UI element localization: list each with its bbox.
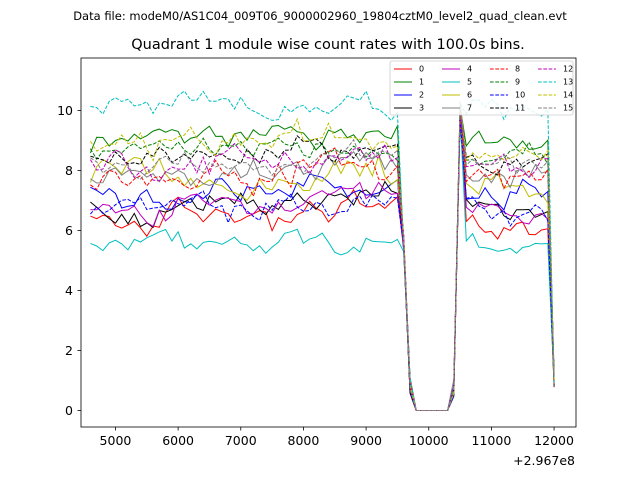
legend-label-9: 9 bbox=[515, 78, 520, 87]
y-tick-label: 2 bbox=[65, 343, 73, 358]
series-line-6 bbox=[89, 118, 555, 411]
series-line-12 bbox=[89, 111, 555, 411]
y-tick-label: 4 bbox=[65, 283, 73, 298]
series-line-11 bbox=[90, 105, 555, 411]
legend-label-8: 8 bbox=[515, 65, 520, 74]
x-tick-label: 11000 bbox=[472, 433, 512, 448]
series-line-5 bbox=[90, 114, 555, 411]
series-line-1 bbox=[89, 106, 555, 411]
legend-label-15: 15 bbox=[563, 104, 573, 113]
plot-area: 5000 6000 7000 8000 9000 10000 11000 12000 0 2 4 6 8… bbox=[57, 57, 577, 448]
x-tick-label: 9000 bbox=[350, 433, 382, 448]
x-tick-label: 10000 bbox=[409, 433, 449, 448]
legend-label-6: 6 bbox=[467, 91, 472, 100]
legend-label-14: 14 bbox=[563, 91, 573, 100]
x-tick-label: 7000 bbox=[225, 433, 257, 448]
legend-label-5: 5 bbox=[467, 78, 472, 87]
legend-label-4: 4 bbox=[467, 65, 472, 74]
series-line-2 bbox=[90, 108, 555, 411]
chart-title: Quadrant 1 module wise count rates with … bbox=[131, 37, 525, 53]
legend-label-12: 12 bbox=[563, 65, 573, 74]
legend-label-13: 13 bbox=[563, 78, 573, 87]
y-tick-label: 10 bbox=[57, 103, 73, 118]
data-file-header: Data file: modeM0/AS1C04_009T06_90000029… bbox=[73, 9, 567, 23]
axes-frame bbox=[80, 57, 577, 428]
legend-label-11: 11 bbox=[515, 104, 525, 113]
series-line-8 bbox=[90, 109, 555, 411]
series-line-7 bbox=[90, 114, 555, 411]
series-line-3 bbox=[90, 119, 555, 411]
series-line-14 bbox=[89, 101, 555, 411]
legend-label-3: 3 bbox=[419, 104, 424, 113]
series-line-4 bbox=[90, 111, 555, 411]
y-tick-label: 8 bbox=[65, 163, 73, 178]
x-tick-label: 6000 bbox=[162, 433, 194, 448]
series-lines bbox=[89, 90, 555, 411]
series-line-10 bbox=[90, 119, 555, 411]
legend-label-0: 0 bbox=[419, 65, 424, 74]
y-tick-label: 0 bbox=[65, 403, 73, 418]
x-offset-label: +2.967e8 bbox=[513, 453, 575, 468]
legend-label-2: 2 bbox=[419, 91, 424, 100]
legend-label-1: 1 bbox=[419, 78, 424, 87]
y-tick-label: 6 bbox=[65, 223, 73, 238]
legend-box bbox=[389, 60, 574, 116]
x-tick-label: 8000 bbox=[288, 433, 320, 448]
x-tick-label: 5000 bbox=[100, 433, 132, 448]
legend-label-7: 7 bbox=[467, 104, 472, 113]
x-tick-label: 12000 bbox=[534, 433, 574, 448]
series-line-15 bbox=[90, 101, 555, 411]
series-line-9 bbox=[89, 110, 555, 411]
series-line-13 bbox=[90, 90, 555, 411]
legend-label-10: 10 bbox=[515, 91, 525, 100]
